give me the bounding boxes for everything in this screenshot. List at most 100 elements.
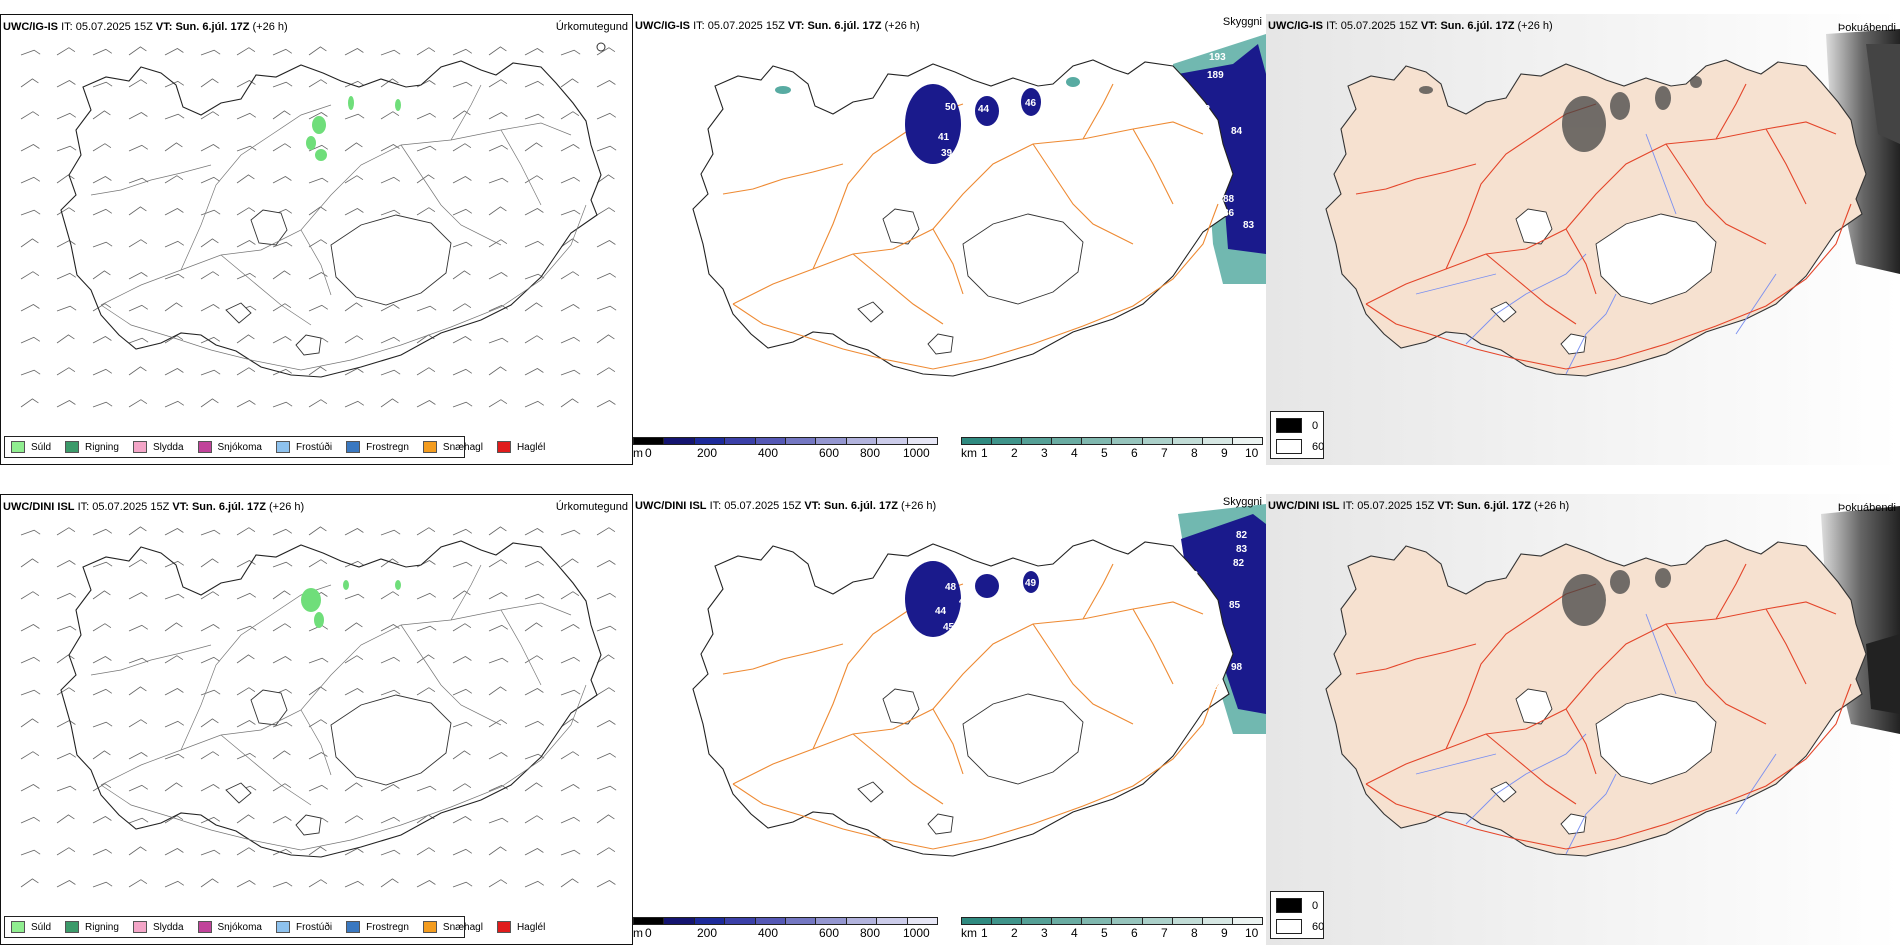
precip-panel-row2: UWC/DINI ISL IT: 05.07.2025 15Z VT: Sun.… [0,494,633,945]
wind-barb [452,48,473,56]
wind-barb [308,784,329,792]
wind-barbs [20,526,617,888]
wind-barb [344,655,364,664]
wind-barb [20,591,40,600]
panel-header: UWC/DINI ISL IT: 05.07.2025 15Z VT: Sun.… [1268,500,1570,512]
wind-barb [92,623,112,632]
wind-barb [452,688,473,696]
wind-barb [452,561,473,568]
wind-barb [20,751,40,760]
wind-barb [20,784,40,792]
wind-barb [308,559,328,568]
cloud-label: 45 [943,622,955,633]
wind-barb [56,880,76,888]
wind-barb [416,80,436,88]
wind-barb [20,849,41,856]
wind-barb [56,207,76,216]
wind-barb [524,655,544,664]
wind-barb [20,718,39,728]
wind-barb [488,719,508,728]
wind-barb [380,78,399,88]
wind-barb [164,720,185,728]
wind-barb [272,528,293,536]
wind-barb [92,881,113,888]
wind-barb [380,398,399,408]
wind-barb [128,304,149,312]
wind-barb [560,558,579,568]
wind-barb [380,304,400,312]
wind-barb [20,558,39,568]
wind-barb [560,849,581,856]
wind-barb [488,817,509,824]
wind-barb [488,112,508,120]
wind-barb [452,750,471,760]
wind-barb [92,783,112,792]
cloud-label: 193 [1209,52,1226,63]
cloud-base-patches [905,84,1041,164]
wind-barb [596,47,616,56]
fog-map [1266,14,1900,465]
wind-barb [452,176,472,184]
wind-barb [452,368,473,376]
wind-barb [560,656,581,664]
wind-barb [380,689,401,696]
panel-title: Skyggni [1222,16,1262,28]
wind-barb [272,401,293,408]
wind-barb [164,80,185,88]
panel-title: Úrkomutegund [555,21,628,33]
wind-barb [236,527,256,536]
wind-barb [380,656,401,664]
wind-barb [344,302,363,312]
wind-barb [344,335,364,344]
wind-barb [56,720,76,728]
wind-barb [524,560,545,568]
wind-barb [200,558,219,568]
fog-legend: 0 60 [1270,411,1324,459]
wind-barb [560,238,579,248]
wind-barb [308,366,327,376]
wind-barb [20,656,41,664]
wind-barb [560,271,580,280]
wind-barb [164,815,184,824]
wind-barb [164,175,184,184]
wind-barb [452,110,471,120]
wind-barb [344,528,364,536]
wind-barb [596,785,617,792]
cloud-panel-row2: 48 40 44 45 49 93 87 88 89 82 83 82 85 9… [633,494,1266,945]
wind-barb [560,49,581,56]
wind-barb [344,848,364,856]
wind-barb [488,366,507,376]
wind-barb [200,271,220,280]
wind-barb [200,816,221,824]
visibility-patches [775,77,1080,94]
cloud-label: 46 [1025,98,1037,109]
cloud-label: 83 [1236,544,1248,555]
wind-barb [236,847,256,856]
wind-barb [560,784,580,792]
wind-barb [236,752,257,760]
wind-barb [596,687,616,696]
cloud-base-scale: m 0 200 400 600 800 1000 [633,917,938,945]
wind-barb [344,880,365,888]
wind-barb [92,368,113,376]
wind-barb [236,47,256,56]
wind-barb [596,592,617,600]
wind-barb [308,879,328,888]
wind-barb [128,239,148,248]
wind-barb [128,337,149,344]
wind-barb [92,688,113,696]
wind-barb [236,592,257,600]
wind-barb [524,815,544,824]
wind-barb [488,337,509,344]
cloud-label: 82 [1199,104,1211,115]
wind-barb [20,111,40,120]
wind-barb [560,878,579,888]
cloud-label: 86 [1223,208,1235,219]
wind-barb [92,590,111,600]
wind-barb [272,561,293,568]
wind-barb [20,398,39,408]
wind-barb [452,590,471,600]
wind-barb [56,560,76,568]
wind-barbs [20,46,617,408]
cloud-map [692,34,1266,377]
